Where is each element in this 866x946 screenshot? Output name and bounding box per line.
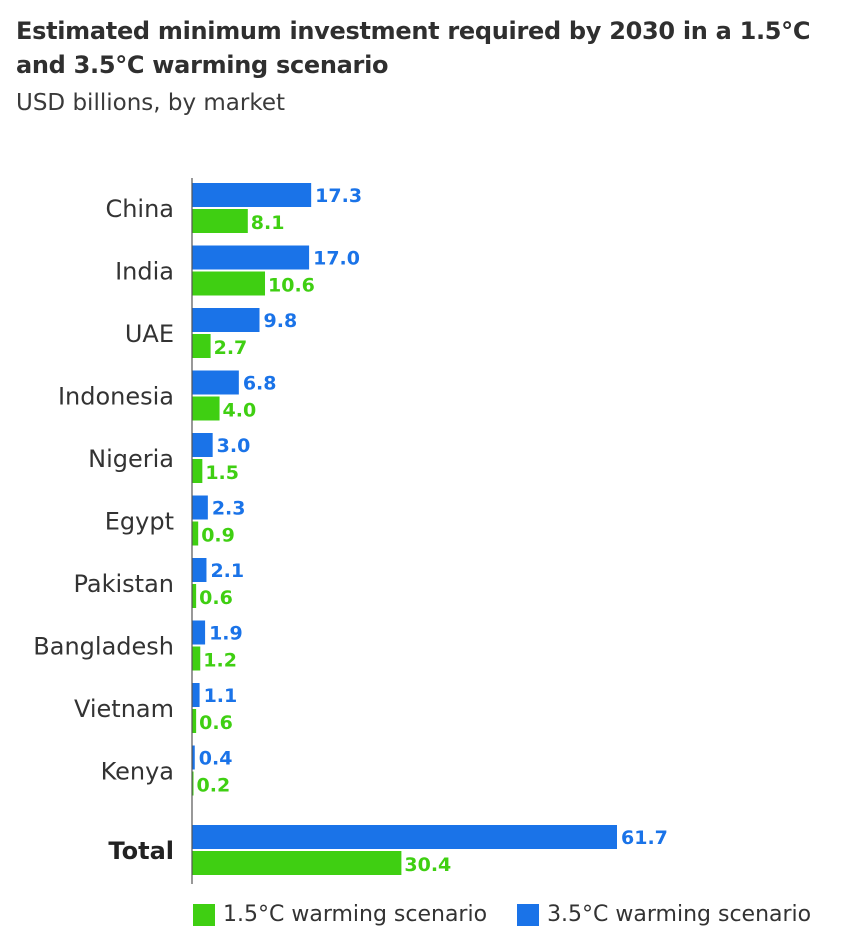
bar-35c-uae bbox=[192, 308, 260, 332]
legend-item-35c: 3.5°C warming scenario bbox=[517, 902, 811, 927]
bar-15c-bangladesh bbox=[192, 646, 201, 671]
value-label-35c-pakistan: 2.1 bbox=[210, 560, 244, 582]
bar-35c-indonesia bbox=[192, 370, 239, 395]
bar-15c-egypt bbox=[192, 521, 199, 546]
bar-15c-vietnam bbox=[192, 709, 197, 733]
bar-35c-india bbox=[192, 245, 310, 270]
bar-15c-indonesia bbox=[192, 396, 220, 421]
category-label-uae: UAE bbox=[125, 320, 174, 348]
bar-35c-kenya bbox=[192, 745, 195, 770]
legend-swatch-15c bbox=[193, 903, 215, 926]
value-label-15c-china: 8.1 bbox=[251, 212, 285, 234]
category-label-nigeria: Nigeria bbox=[88, 445, 174, 473]
chart-title: Estimated minimum investment required by… bbox=[16, 17, 811, 79]
value-label-35c-kenya: 0.4 bbox=[199, 748, 233, 770]
bar-35c-bangladesh bbox=[192, 620, 206, 645]
value-label-35c-egypt: 2.3 bbox=[212, 498, 246, 520]
value-label-15c-indonesia: 4.0 bbox=[223, 400, 257, 422]
value-label-35c-china: 17.3 bbox=[315, 185, 362, 207]
bar-35c-vietnam bbox=[192, 683, 200, 707]
category-label-pakistan: Pakistan bbox=[74, 570, 175, 598]
legend-swatch-35c bbox=[517, 903, 540, 926]
value-label-15c-bangladesh: 1.2 bbox=[203, 650, 237, 672]
category-label-india: India bbox=[115, 258, 174, 286]
bar-35c-pakistan bbox=[192, 558, 207, 582]
legend-label-35c: 3.5°C warming scenario bbox=[547, 902, 812, 927]
legend-label-15c: 1.5°C warming scenario bbox=[223, 902, 488, 927]
value-label-35c-india: 17.0 bbox=[313, 248, 360, 270]
value-label-15c-kenya: 0.2 bbox=[197, 775, 231, 797]
category-label-bangladesh: Bangladesh bbox=[33, 633, 174, 661]
bar-35c-egypt bbox=[192, 495, 208, 520]
value-label-15c-vietnam: 0.6 bbox=[199, 712, 233, 734]
value-label-15c-nigeria: 1.5 bbox=[205, 462, 239, 484]
bar-15c-nigeria bbox=[192, 459, 203, 483]
bar-15c-pakistan bbox=[192, 584, 197, 608]
bar-15c-kenya bbox=[192, 771, 194, 796]
value-label-15c-india: 10.6 bbox=[268, 275, 315, 297]
legend-item-15c: 1.5°C warming scenario bbox=[193, 902, 487, 927]
bar-15c-china bbox=[192, 209, 248, 233]
value-label-35c-vietnam: 1.1 bbox=[204, 685, 238, 707]
value-label-35c-uae: 9.8 bbox=[264, 310, 298, 332]
value-label-35c-bangladesh: 1.9 bbox=[209, 623, 243, 645]
category-label-vietnam: Vietnam bbox=[74, 695, 174, 723]
bar-15c-uae bbox=[192, 334, 211, 358]
category-label-total: Total bbox=[108, 837, 174, 865]
chart-subtitle: USD billions, by market bbox=[16, 90, 286, 116]
value-label-15c-egypt: 0.9 bbox=[201, 525, 235, 547]
bar-35c-china bbox=[192, 183, 312, 207]
bar-35c-nigeria bbox=[192, 433, 213, 457]
legend: 1.5°C warming scenario 3.5°C warming sce… bbox=[193, 902, 841, 927]
category-label-china: China bbox=[105, 195, 174, 223]
category-label-egypt: Egypt bbox=[105, 508, 174, 536]
value-label-35c-indonesia: 6.8 bbox=[243, 373, 277, 395]
value-label-15c-uae: 2.7 bbox=[214, 337, 248, 359]
value-label-15c-total: 30.4 bbox=[404, 854, 451, 876]
value-label-15c-pakistan: 0.6 bbox=[199, 587, 233, 609]
value-label-35c-total: 61.7 bbox=[621, 827, 668, 849]
category-label-indonesia: Indonesia bbox=[58, 383, 174, 411]
value-label-35c-nigeria: 3.0 bbox=[217, 435, 251, 457]
bar-15c-india bbox=[192, 271, 266, 296]
bar-15c-total bbox=[192, 851, 402, 875]
bar-35c-total bbox=[192, 825, 617, 849]
category-label-kenya: Kenya bbox=[101, 758, 174, 786]
